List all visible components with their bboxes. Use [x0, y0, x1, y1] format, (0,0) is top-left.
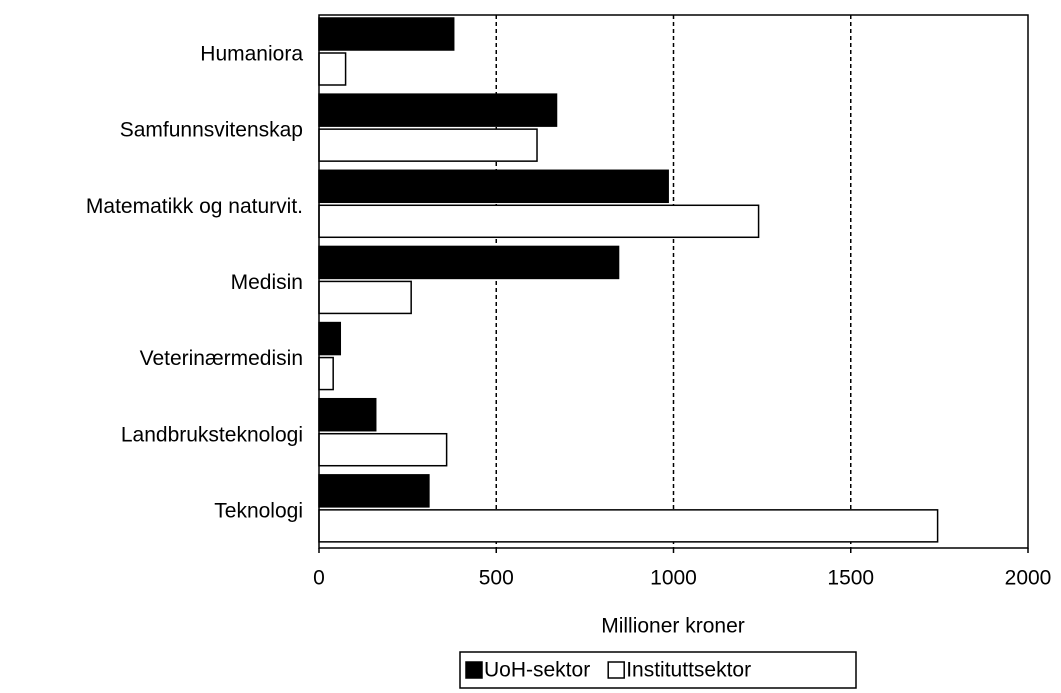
legend-swatch	[465, 661, 483, 679]
y-tick-label: Medisin	[231, 271, 303, 294]
bar	[318, 52, 347, 86]
y-tick-label: Veterinærmedisin	[140, 347, 303, 370]
y-tick-label: Landbruksteknologi	[121, 423, 303, 446]
bar	[318, 204, 760, 239]
bar	[318, 128, 538, 162]
legend-label: UoH-sektor	[484, 659, 590, 682]
bar	[318, 17, 455, 51]
legend-box	[459, 651, 857, 689]
y-tick-label: Teknologi	[214, 499, 303, 522]
legend-label: Instituttsektor	[626, 659, 751, 682]
bar	[318, 397, 377, 432]
x-tick-label: 1500	[827, 567, 874, 590]
bar	[318, 356, 334, 391]
legend-swatch	[607, 661, 625, 679]
x-tick-label: 500	[479, 567, 514, 590]
y-tick-label: Matematikk og naturvit.	[86, 195, 303, 218]
bar	[318, 93, 558, 127]
x-axis-label: Millioner kroner	[601, 615, 745, 638]
x-tick-label: 0	[313, 567, 325, 590]
bar	[318, 432, 448, 467]
bar	[318, 321, 342, 356]
y-tick-label: Samfunnsvitenskap	[120, 119, 303, 142]
y-tick-label: Humaniora	[200, 43, 303, 66]
bar	[318, 474, 430, 508]
bar	[318, 280, 412, 315]
plot-frame	[318, 14, 1029, 549]
bar	[318, 245, 620, 280]
bar	[318, 169, 669, 204]
x-tick-label: 1000	[650, 567, 697, 590]
x-tick-label: 2000	[1005, 567, 1052, 590]
bar	[318, 509, 939, 543]
